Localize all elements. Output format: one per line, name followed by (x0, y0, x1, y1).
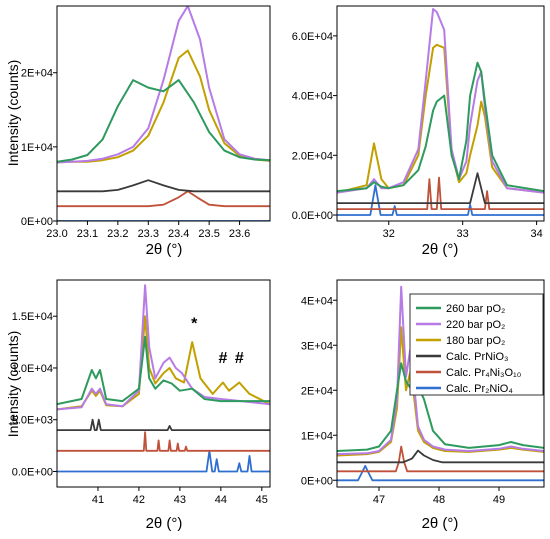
series-line-calc-prnio3 (57, 418, 270, 431)
series-line-260-bar (337, 61, 544, 193)
x-axis-label-bottom-right: 2θ (°) (422, 515, 459, 532)
x-tick-label: 23.1 (77, 228, 98, 240)
y-tick-label: 0E+00 (21, 216, 53, 228)
series-line-calc-prnio3 (57, 179, 270, 193)
x-tick-label: 41 (92, 494, 104, 506)
y-tick-label: 2E+04 (301, 385, 333, 397)
series-line-calc-pr2nio4 (57, 449, 270, 473)
series-line-calc-prnio3 (337, 172, 544, 204)
series-line-220-bar (57, 284, 270, 411)
y-tick-label: 4E+04 (301, 295, 333, 307)
series-line-calc-pr4ni3o10 (57, 431, 270, 452)
legend-label-3: Calc. PrNiO₃ (446, 351, 509, 363)
x-tick-label: 34 (530, 228, 542, 240)
x-tick-label: 23.3 (138, 228, 159, 240)
x-tick-label: 47 (373, 494, 385, 506)
series-line-220-bar (57, 6, 270, 164)
x-tick-label: 49 (493, 494, 505, 506)
legend-label-0: 260 bar pO₂ (446, 303, 505, 315)
x-tick-label: 45 (256, 494, 268, 506)
series-line-180-bar (57, 315, 270, 411)
panel-bottom-right: 47 48 49 0E+00 1E+04 2E+04 3E+04 4E+04 (301, 279, 545, 506)
series-line-260-bar (57, 335, 270, 406)
legend-label-1: 220 bar pO₂ (446, 319, 505, 331)
y-tick-label: 1E+04 (301, 430, 333, 442)
plot-frame (336, 5, 545, 222)
plot-frame (56, 5, 271, 222)
x-tick-label: 42 (133, 494, 145, 506)
series-line-calc-prnio3 (337, 449, 544, 464)
y-tick-label: 0.0E+00 (292, 210, 333, 222)
x-tick-label: 32 (383, 228, 395, 240)
x-tick-label: 23.0 (46, 228, 67, 240)
series-line-calc-pr4ni3o10 (337, 176, 544, 210)
y-tick-label: 2.0E+04 (292, 150, 333, 162)
x-tick-label: 23.5 (198, 228, 219, 240)
legend-box (409, 293, 544, 396)
legend-label-4: Calc. Pr₄Ni₃O₁₀ (446, 367, 521, 379)
x-tick-label: 23.2 (107, 228, 128, 240)
series-line-180-bar (337, 43, 544, 194)
series-line-180-bar (57, 49, 270, 164)
annotation-asterisk: * (191, 316, 198, 333)
series-line-calc-pr2nio4 (337, 184, 544, 216)
y-tick-label: 2E+04 (21, 68, 53, 80)
annotation-hash: # (218, 350, 227, 367)
series-line-calc-pr4ni3o10 (337, 445, 544, 473)
panel-bottom-left: 41 42 43 44 45 0.0E+00 5.0E+03 1.0E+04 1.5E+04 * #… (12, 279, 271, 506)
legend: 260 bar pO₂ 220 bar pO₂ 180 bar pO₂ Calc… (409, 293, 544, 396)
y-tick-label: 0E+00 (301, 475, 333, 487)
y-axis-label-bottom: Intensity (counts) (5, 331, 21, 438)
series-line-220-bar (337, 8, 544, 194)
panel-top-left: 23.0 23.1 23.2 23.3 23.4 23.5 23.6 0E+00 1E+04 2E… (21, 5, 271, 240)
series-line-220-bar (337, 285, 544, 456)
plot-frame (56, 279, 271, 488)
series-line-260-bar (57, 79, 270, 163)
y-tick-label: 0.0E+00 (12, 466, 53, 478)
y-tick-label: 1.5E+04 (12, 311, 53, 323)
x-axis-label-top-left: 2θ (°) (146, 241, 183, 258)
y-tick-label: 4.0E+04 (292, 91, 333, 103)
y-tick-label: 3E+04 (301, 340, 333, 352)
x-axis-label-bottom-left: 2θ (°) (146, 515, 183, 532)
panel-top-right: 32 33 34 0.0E+00 2.0E+04 4.0E+04 6.0E+04 (292, 5, 545, 240)
y-axis-label-top: Intensity (counts) (5, 60, 21, 167)
y-tick-label: 1E+04 (21, 142, 53, 154)
plot-frame (336, 279, 545, 488)
x-tick-label: 43 (174, 494, 186, 506)
y-tick-label: 1.0E+04 (12, 363, 53, 375)
legend-label-5: Calc. Pr₂NiO₄ (446, 383, 513, 395)
legend-label-2: 180 bar pO₂ (446, 335, 505, 347)
x-axis-label-top-right: 2θ (°) (422, 241, 459, 258)
x-tick-label: 48 (433, 494, 445, 506)
series-line-calc-pr2nio4 (337, 465, 544, 482)
x-tick-label: 23.6 (229, 228, 250, 240)
x-tick-label: 23.4 (168, 228, 189, 240)
annotation-hash: # (235, 350, 244, 367)
y-tick-label: 5.0E+03 (12, 415, 53, 427)
y-tick-label: 6.0E+04 (292, 31, 333, 43)
x-tick-label: 44 (215, 494, 227, 506)
series-line-calc-pr4ni3o10 (57, 190, 270, 208)
x-tick-label: 33 (457, 228, 469, 240)
